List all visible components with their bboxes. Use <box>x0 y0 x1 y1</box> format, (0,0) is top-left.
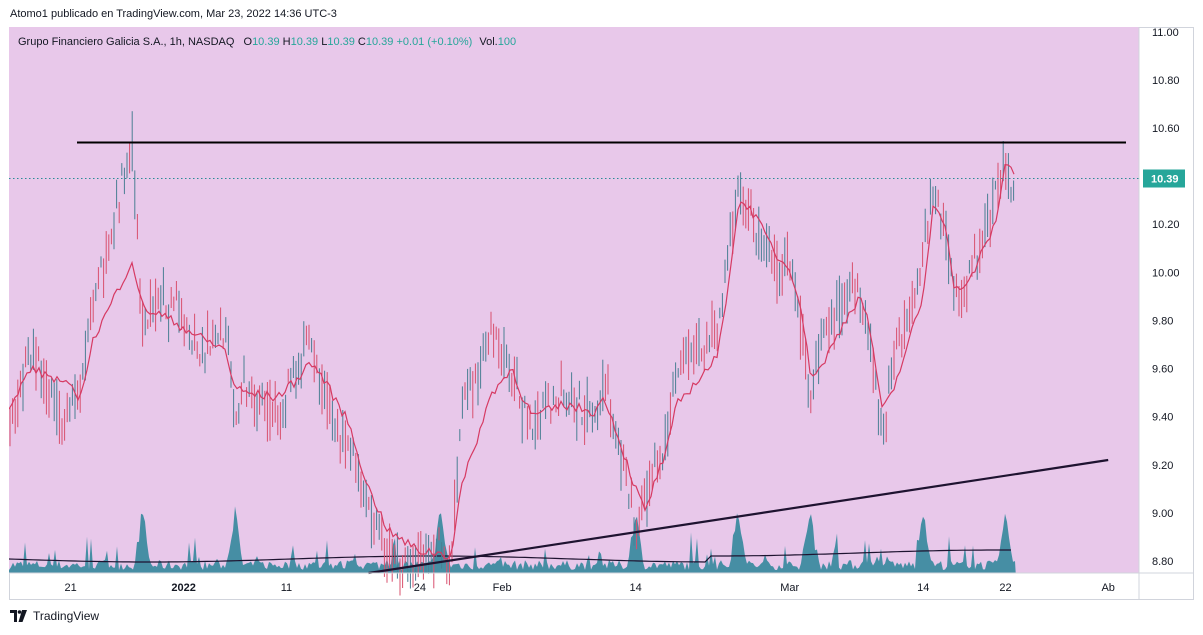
publisher-line: Atomo1 publicado en TradingView.com, Mar… <box>10 8 337 20</box>
legend-high-label: H <box>282 36 291 48</box>
x-tick-label: 22 <box>999 582 1011 594</box>
legend-close-label: C <box>357 36 366 48</box>
x-tick-label: 21 <box>64 582 76 594</box>
y-tick-label: 9.80 <box>1152 315 1173 327</box>
y-tick-label: 10.00 <box>1152 267 1180 279</box>
chart-legend: Grupo Financiero Galicia S.A., 1h, NASDA… <box>18 36 516 48</box>
moving-average-layer <box>9 164 1015 560</box>
moving-average-line <box>9 164 1015 560</box>
legend-low-value: 10.39 <box>327 36 355 48</box>
price-chart[interactable]: 11.0010.8010.6010.4010.2010.009.809.609.… <box>9 27 1194 600</box>
legend-high-value: 10.39 <box>290 36 319 48</box>
y-tick-label: 9.60 <box>1152 364 1173 376</box>
x-tick-label: 14 <box>629 582 641 594</box>
legend-low-label: L <box>321 36 328 48</box>
legend-open-value: 10.39 <box>252 36 280 48</box>
footer-brand[interactable]: TradingView <box>10 609 99 623</box>
drawing-layer <box>9 141 1139 575</box>
volume-average-line <box>9 549 1011 563</box>
y-tick-label: 9.00 <box>1152 508 1173 520</box>
y-tick-label: 8.80 <box>1152 556 1173 568</box>
x-tick-label: Ab <box>1101 582 1114 594</box>
legend-volume-value: 100 <box>497 36 517 48</box>
x-tick-label: 24 <box>414 582 426 594</box>
x-tick-label: Mar <box>780 582 799 594</box>
x-tick-label: 2022 <box>171 582 195 594</box>
y-tick-label: 10.60 <box>1152 123 1180 135</box>
axes-layer: 11.0010.8010.6010.4010.2010.009.809.609.… <box>9 27 1194 600</box>
y-tick-label: 11.00 <box>1152 27 1179 39</box>
tradingview-logo-icon <box>10 610 28 622</box>
legend-close-value: 10.39 <box>365 36 394 48</box>
legend-volume-label: Vol. <box>479 36 498 48</box>
legend-change: +0.01 (+0.10%) <box>396 36 473 48</box>
x-tick-label: Feb <box>493 582 512 594</box>
last-price-label: 10.39 <box>1151 174 1179 186</box>
x-tick-label: 14 <box>917 582 929 594</box>
legend-symbol: Grupo Financiero Galicia S.A., 1h, NASDA… <box>18 36 235 48</box>
footer-brand-label: TradingView <box>33 609 100 623</box>
y-tick-label: 9.40 <box>1152 412 1173 424</box>
last-price-badge <box>1143 169 1185 188</box>
y-tick-label: 9.20 <box>1152 460 1173 472</box>
y-tick-label: 10.80 <box>1152 75 1180 87</box>
volume-layer <box>9 506 1016 573</box>
plot-background <box>9 27 1139 573</box>
x-tick-label: 11 <box>281 582 292 594</box>
legend-open-label: O <box>243 36 253 48</box>
support-trendline <box>368 458 1109 575</box>
y-tick-label: 10.20 <box>1152 219 1180 231</box>
